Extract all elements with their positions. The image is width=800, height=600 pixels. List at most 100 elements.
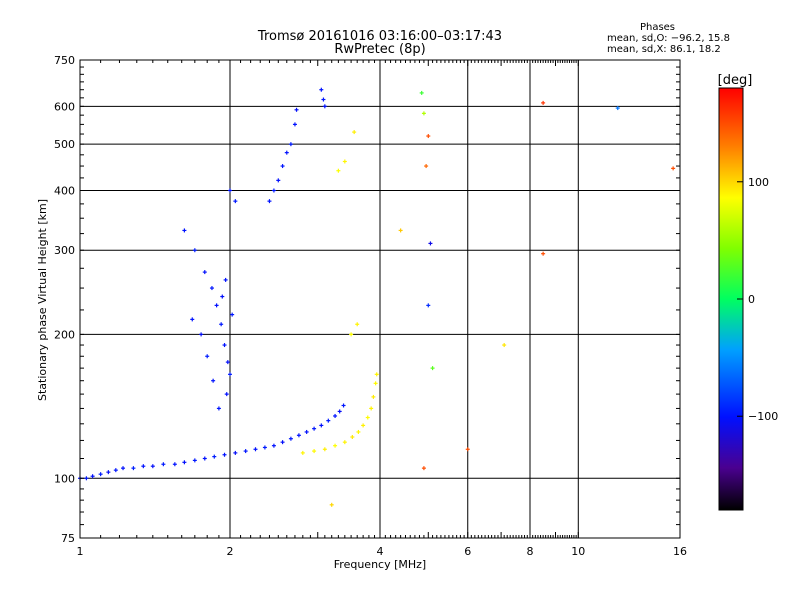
scatter-point	[349, 332, 354, 337]
scatter-point	[271, 443, 276, 448]
scatter-point	[280, 440, 285, 445]
scatter-point	[371, 394, 376, 399]
scatter-point	[312, 426, 317, 431]
scatter-point	[615, 106, 620, 111]
scatter-point	[216, 406, 221, 411]
scatter-point	[465, 447, 470, 452]
scatter-point	[211, 378, 216, 383]
scatter-point	[288, 142, 293, 147]
scatter-point	[312, 449, 317, 454]
scatter-point	[228, 188, 232, 193]
axis-ticks: 1 2 4 6 8 10 16 75 100 200 300 400 500 600 750	[54, 54, 687, 558]
scatter-point	[202, 270, 207, 275]
scatter-point	[341, 403, 346, 408]
scatter-point	[228, 372, 232, 377]
scatter-point	[150, 464, 155, 469]
scatter-point	[222, 452, 227, 457]
scatter-point	[541, 100, 546, 105]
x-tick-label: 16	[673, 545, 687, 558]
scatter-point	[352, 130, 357, 135]
scatter-point	[267, 199, 272, 204]
scatter-point	[329, 502, 334, 507]
scatter-point	[294, 107, 299, 112]
scatter-point	[502, 343, 507, 348]
scatter-point	[161, 462, 166, 467]
x-tick-label: 10	[571, 545, 585, 558]
scatter-point	[98, 472, 103, 477]
scatter-point	[300, 450, 305, 455]
scatter-point	[671, 166, 676, 171]
scatter-point	[121, 466, 126, 471]
scatter-point	[304, 429, 309, 434]
y-tick-label: 750	[54, 54, 75, 67]
y-tick-label: 75	[61, 532, 75, 545]
data-points	[78, 87, 676, 507]
y-axis-label: Stationary phase Virtual Height [km]	[36, 199, 49, 401]
scatter-point	[233, 450, 238, 455]
x-tick-label: 4	[377, 545, 384, 558]
scatter-point	[426, 134, 431, 139]
scatter-point	[342, 159, 347, 164]
scatter-point	[541, 251, 546, 256]
scatter-point	[202, 456, 207, 461]
scatter-point	[131, 466, 136, 471]
scatter-point	[424, 164, 429, 169]
scatter-point	[253, 447, 258, 452]
phases-x-stats: mean, sd,X: 86.1, 18.2	[607, 44, 721, 55]
scatter-point	[322, 104, 327, 109]
chart-subtitle: RwPretec (8p)	[334, 42, 426, 57]
scatter-point	[369, 406, 374, 411]
scatter-point	[209, 286, 214, 291]
scatter-point	[243, 449, 248, 454]
y-tick-label: 200	[54, 328, 75, 341]
scatter-point	[296, 433, 301, 438]
scatter-point	[225, 360, 230, 365]
scatter-point	[220, 294, 225, 299]
scatter-point	[141, 464, 146, 469]
scatter-point	[214, 303, 219, 308]
scatter-point	[374, 372, 379, 377]
scatter-point	[182, 460, 187, 465]
scatter-point	[337, 409, 342, 414]
phases-heading: Phases	[639, 22, 676, 33]
y-tick-label: 400	[54, 184, 75, 197]
scatter-point	[319, 87, 324, 92]
scatter-point	[205, 354, 210, 359]
chart-title: Tromsø 20161016 03:16:00–03:17:43	[257, 29, 503, 44]
y-tick-label: 300	[54, 244, 75, 257]
scatter-point	[280, 164, 285, 169]
scatter-point	[355, 322, 360, 327]
scatter-point	[336, 168, 341, 173]
x-tick-label: 1	[77, 545, 84, 558]
scatter-point	[284, 150, 289, 155]
scatter-point	[212, 454, 217, 459]
scatter-point	[319, 423, 324, 428]
y-tick-label: 100	[54, 472, 75, 485]
scatter-point	[190, 317, 195, 322]
scatter-point	[106, 470, 111, 475]
y-tick-label: 600	[54, 100, 75, 113]
scatter-point	[361, 423, 366, 428]
x-tick-label: 8	[527, 545, 534, 558]
scatter-point	[321, 97, 326, 102]
x-axis-label: Frequency [MHz]	[334, 558, 426, 571]
scatter-point	[223, 277, 228, 282]
scatter-point	[421, 466, 426, 471]
phases-o-stats: mean, sd,O: −96.2, 15.8	[607, 33, 730, 44]
scatter-point	[172, 462, 177, 467]
scatter-point	[430, 366, 435, 371]
scatter-point	[426, 303, 431, 308]
scatter-point	[292, 122, 297, 127]
scatter-point	[192, 248, 197, 253]
scatter-point	[276, 178, 281, 183]
scatter-point	[326, 418, 331, 423]
scatter-point	[350, 434, 355, 439]
x-tick-label: 2	[227, 545, 234, 558]
scatter-point	[333, 413, 338, 418]
x-tick-label: 6	[464, 545, 471, 558]
scatter-point	[342, 440, 347, 445]
colorbar-ticks: 100 0 −100	[737, 176, 778, 423]
colorbar-label: [deg]	[718, 73, 753, 88]
scatter-point	[419, 90, 424, 95]
